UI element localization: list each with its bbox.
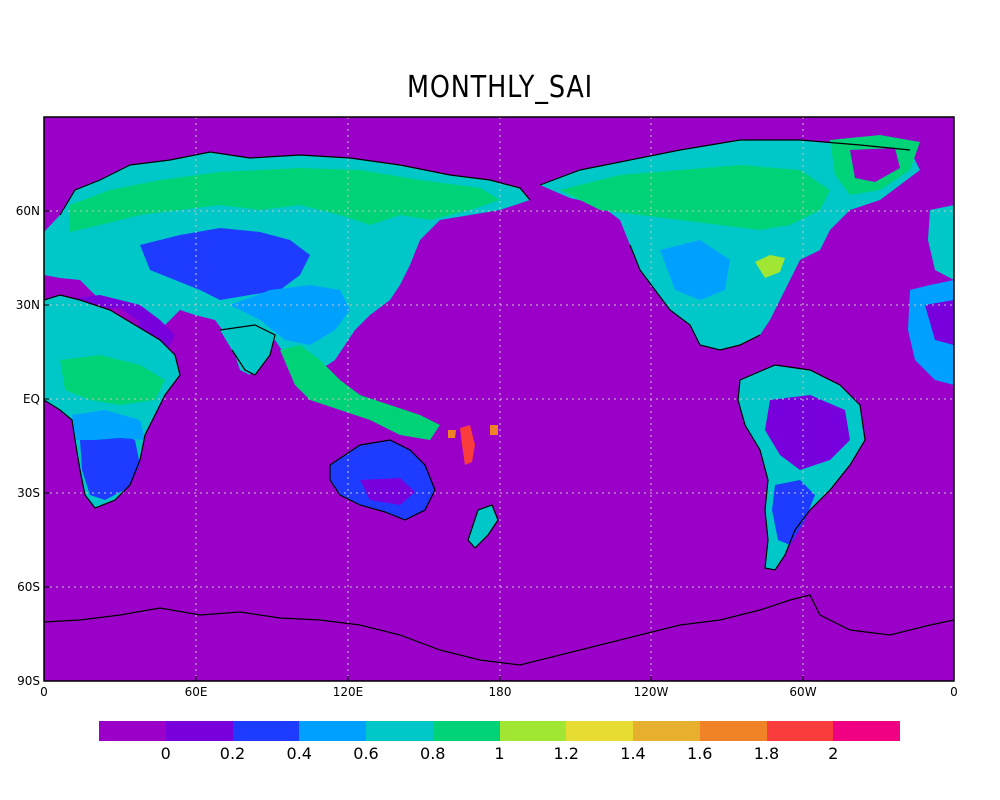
land-europe-wrap [928,205,954,280]
gridlines [44,117,954,681]
coastlines [44,139,954,666]
land-africa-lightblue [72,410,145,440]
land-australia-inner [360,478,415,505]
lat-label-eq: EQ [22,392,40,406]
land-greenland-interior [850,148,900,182]
lon-label-60e: 60E [184,685,208,699]
land-new-caledonia-high [460,425,475,465]
land-na-lightblue [660,240,730,300]
lon-label-0-east: 0 [950,685,958,699]
colorbar-segment [432,721,500,741]
colorbar-label: 1.6 [687,744,713,763]
tick-marks [44,210,804,681]
colorbar-label: 1.4 [620,744,646,763]
colorbar-segment [766,721,834,741]
land-central-asia-blue [140,228,310,300]
land-asia-lightblue [230,285,350,345]
lon-label-120e: 120E [332,685,364,699]
colorbar-label: 1 [494,744,505,763]
colorbar-segment [566,721,633,741]
lat-label-60s: 60S [17,580,40,594]
colorbar-segment [99,721,166,741]
lat-label-30n: 30N [15,298,40,312]
lat-label-90s: 90S [17,674,40,688]
land-vanuatu-high [448,430,456,438]
colorbar-segment [499,721,567,741]
land-india [220,325,275,375]
colorbar [99,721,900,741]
colorbar-segment [232,721,300,741]
colorbar-label: 0.4 [286,744,312,763]
land-new-zealand [468,505,498,548]
colorbar-segment [299,721,366,741]
map-title: MONTHLY_SAI [406,70,594,105]
colorbar-segment [366,721,433,741]
lon-label-0: 0 [40,685,48,699]
land-africa-wrap-purple [925,300,954,345]
land-fiji-high [490,425,498,435]
colorbar-segment [165,721,233,741]
land-sa-blue [772,480,815,545]
colorbar-label: 0.2 [219,744,246,763]
land-sa-purple [765,395,850,470]
colorbar-label: 0.6 [353,744,379,763]
colorbar-label: 1.8 [753,744,780,763]
land-fields [44,135,954,570]
colorbar-segment [699,721,767,741]
land-na-east-yellow [755,255,785,278]
lon-label-60w: 60W [789,685,817,699]
colorbar-segment [633,721,700,741]
colorbar-label: 1.2 [553,744,579,763]
land-na-green [560,165,830,230]
colorbar-segment [833,721,900,741]
antarctica-coast [44,594,954,666]
land-africa-green [60,355,165,405]
lat-label-30s: 30S [17,486,40,500]
colorbar-label: 2 [828,744,839,763]
land-africa-blue [80,430,140,500]
land-eurasia-green [70,168,500,232]
land-seasia [280,345,440,440]
colorbar-label: 0.8 [420,744,446,763]
lon-label-180: 180 [488,685,512,699]
lat-label-60n: 60N [15,204,40,218]
colorbar-label: 0 [160,744,171,763]
lon-label-120w: 120W [633,685,669,699]
